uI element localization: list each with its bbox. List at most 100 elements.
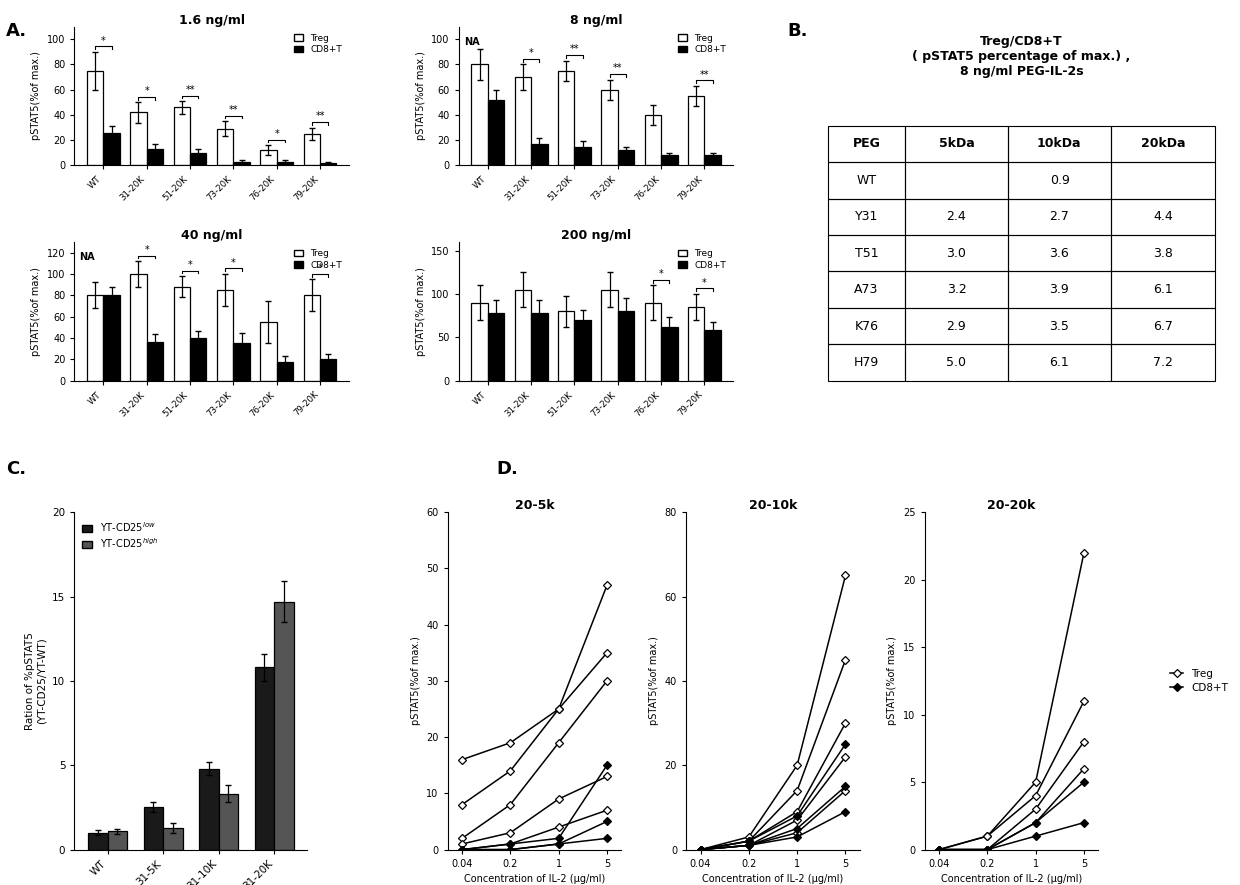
Text: *: * xyxy=(187,260,192,270)
Bar xyxy=(645,115,661,165)
Bar xyxy=(827,235,905,272)
Y-axis label: pSTAT5(%of max.): pSTAT5(%of max.) xyxy=(415,267,425,356)
Bar xyxy=(1008,344,1111,381)
Text: Treg/CD8+T
( pSTAT5 percentage of max.) ,
8 ng/ml PEG-IL-2s: Treg/CD8+T ( pSTAT5 percentage of max.) … xyxy=(913,35,1131,79)
Text: *: * xyxy=(144,86,149,96)
Legend: Treg, CD8+T: Treg, CD8+T xyxy=(676,246,729,273)
Bar xyxy=(574,320,591,381)
Bar xyxy=(471,303,487,381)
Text: **: ** xyxy=(569,44,579,54)
Bar xyxy=(661,327,677,381)
Bar xyxy=(688,307,704,381)
Y-axis label: pSTAT5(%of max.): pSTAT5(%of max.) xyxy=(415,51,425,141)
Text: **: ** xyxy=(699,70,709,80)
Bar xyxy=(515,77,531,165)
Text: 20kDa: 20kDa xyxy=(1141,137,1185,150)
Text: NA: NA xyxy=(464,36,480,47)
Text: 3.8: 3.8 xyxy=(1153,247,1173,260)
Text: A73: A73 xyxy=(854,283,878,296)
Bar xyxy=(103,133,120,165)
Bar xyxy=(320,359,336,381)
Bar xyxy=(233,162,249,165)
Bar xyxy=(1111,198,1215,235)
Title: 20-5k: 20-5k xyxy=(515,499,554,512)
Bar xyxy=(531,144,548,165)
Title: 200 ng/ml: 200 ng/ml xyxy=(560,229,631,242)
Bar xyxy=(905,162,1008,198)
Bar xyxy=(558,312,574,381)
Text: 7.2: 7.2 xyxy=(1153,356,1173,369)
Text: 3.5: 3.5 xyxy=(1049,319,1069,333)
Bar xyxy=(704,156,720,165)
Bar xyxy=(515,289,531,381)
Text: 3.2: 3.2 xyxy=(946,283,966,296)
Bar xyxy=(601,89,618,165)
Bar xyxy=(1111,126,1215,162)
Bar xyxy=(277,362,293,381)
Bar xyxy=(487,313,505,381)
Bar xyxy=(905,235,1008,272)
Bar xyxy=(304,134,320,165)
Bar xyxy=(905,344,1008,381)
Text: A.: A. xyxy=(6,22,27,40)
Bar xyxy=(645,303,661,381)
Bar xyxy=(304,296,320,381)
Bar xyxy=(108,831,128,850)
Bar xyxy=(827,344,905,381)
Text: B.: B. xyxy=(787,22,808,40)
Text: K76: K76 xyxy=(854,319,878,333)
Bar xyxy=(87,71,103,165)
Bar xyxy=(704,330,720,381)
X-axis label: Concentration of IL-2 (μg/ml): Concentration of IL-2 (μg/ml) xyxy=(702,874,843,884)
Bar xyxy=(87,296,103,381)
Bar xyxy=(618,312,634,381)
Bar xyxy=(260,150,277,165)
X-axis label: Concentration of IL-2 (μg/ml): Concentration of IL-2 (μg/ml) xyxy=(464,874,605,884)
Bar xyxy=(1111,344,1215,381)
Text: *: * xyxy=(528,48,533,58)
Text: 3.6: 3.6 xyxy=(1049,247,1069,260)
Y-axis label: pSTAT5(%of max.): pSTAT5(%of max.) xyxy=(31,51,41,141)
Legend: YT-CD25$^{low}$, YT-CD25$^{high}$: YT-CD25$^{low}$, YT-CD25$^{high}$ xyxy=(79,517,161,552)
Bar xyxy=(827,126,905,162)
Bar xyxy=(905,198,1008,235)
Text: *: * xyxy=(100,35,105,45)
Text: *: * xyxy=(702,278,707,288)
Bar xyxy=(827,198,905,235)
Title: 20-10k: 20-10k xyxy=(749,499,797,512)
Bar xyxy=(1111,235,1215,272)
Bar xyxy=(905,272,1008,308)
Bar xyxy=(174,287,190,381)
Bar xyxy=(531,313,548,381)
Bar xyxy=(827,308,905,344)
Text: 3.0: 3.0 xyxy=(946,247,966,260)
Text: NA: NA xyxy=(79,252,95,262)
Text: Y31: Y31 xyxy=(854,211,878,223)
Bar xyxy=(574,147,591,165)
Bar xyxy=(1008,162,1111,198)
Bar xyxy=(217,290,233,381)
Title: 1.6 ng/ml: 1.6 ng/ml xyxy=(179,13,244,27)
Y-axis label: pSTAT5(%of max.): pSTAT5(%of max.) xyxy=(649,636,660,726)
Text: 2.9: 2.9 xyxy=(946,319,966,333)
Legend: Treg, CD8+T: Treg, CD8+T xyxy=(676,31,729,58)
Bar xyxy=(190,338,207,381)
Bar xyxy=(661,156,677,165)
Text: 6.1: 6.1 xyxy=(1049,356,1069,369)
Bar xyxy=(254,667,274,850)
Bar xyxy=(688,96,704,165)
Bar xyxy=(1008,235,1111,272)
Text: **: ** xyxy=(185,85,195,95)
Text: 5.0: 5.0 xyxy=(946,356,966,369)
Text: 6.1: 6.1 xyxy=(1153,283,1173,296)
Bar xyxy=(905,308,1008,344)
Bar xyxy=(1008,308,1111,344)
Bar xyxy=(1008,126,1111,162)
Text: *: * xyxy=(274,129,279,139)
Text: 3.9: 3.9 xyxy=(1049,283,1069,296)
Text: *: * xyxy=(231,258,236,267)
Text: 0.9: 0.9 xyxy=(1050,173,1070,187)
Bar xyxy=(1008,272,1111,308)
Bar xyxy=(487,100,505,165)
Legend: Treg, CD8+T: Treg, CD8+T xyxy=(1168,666,1230,695)
